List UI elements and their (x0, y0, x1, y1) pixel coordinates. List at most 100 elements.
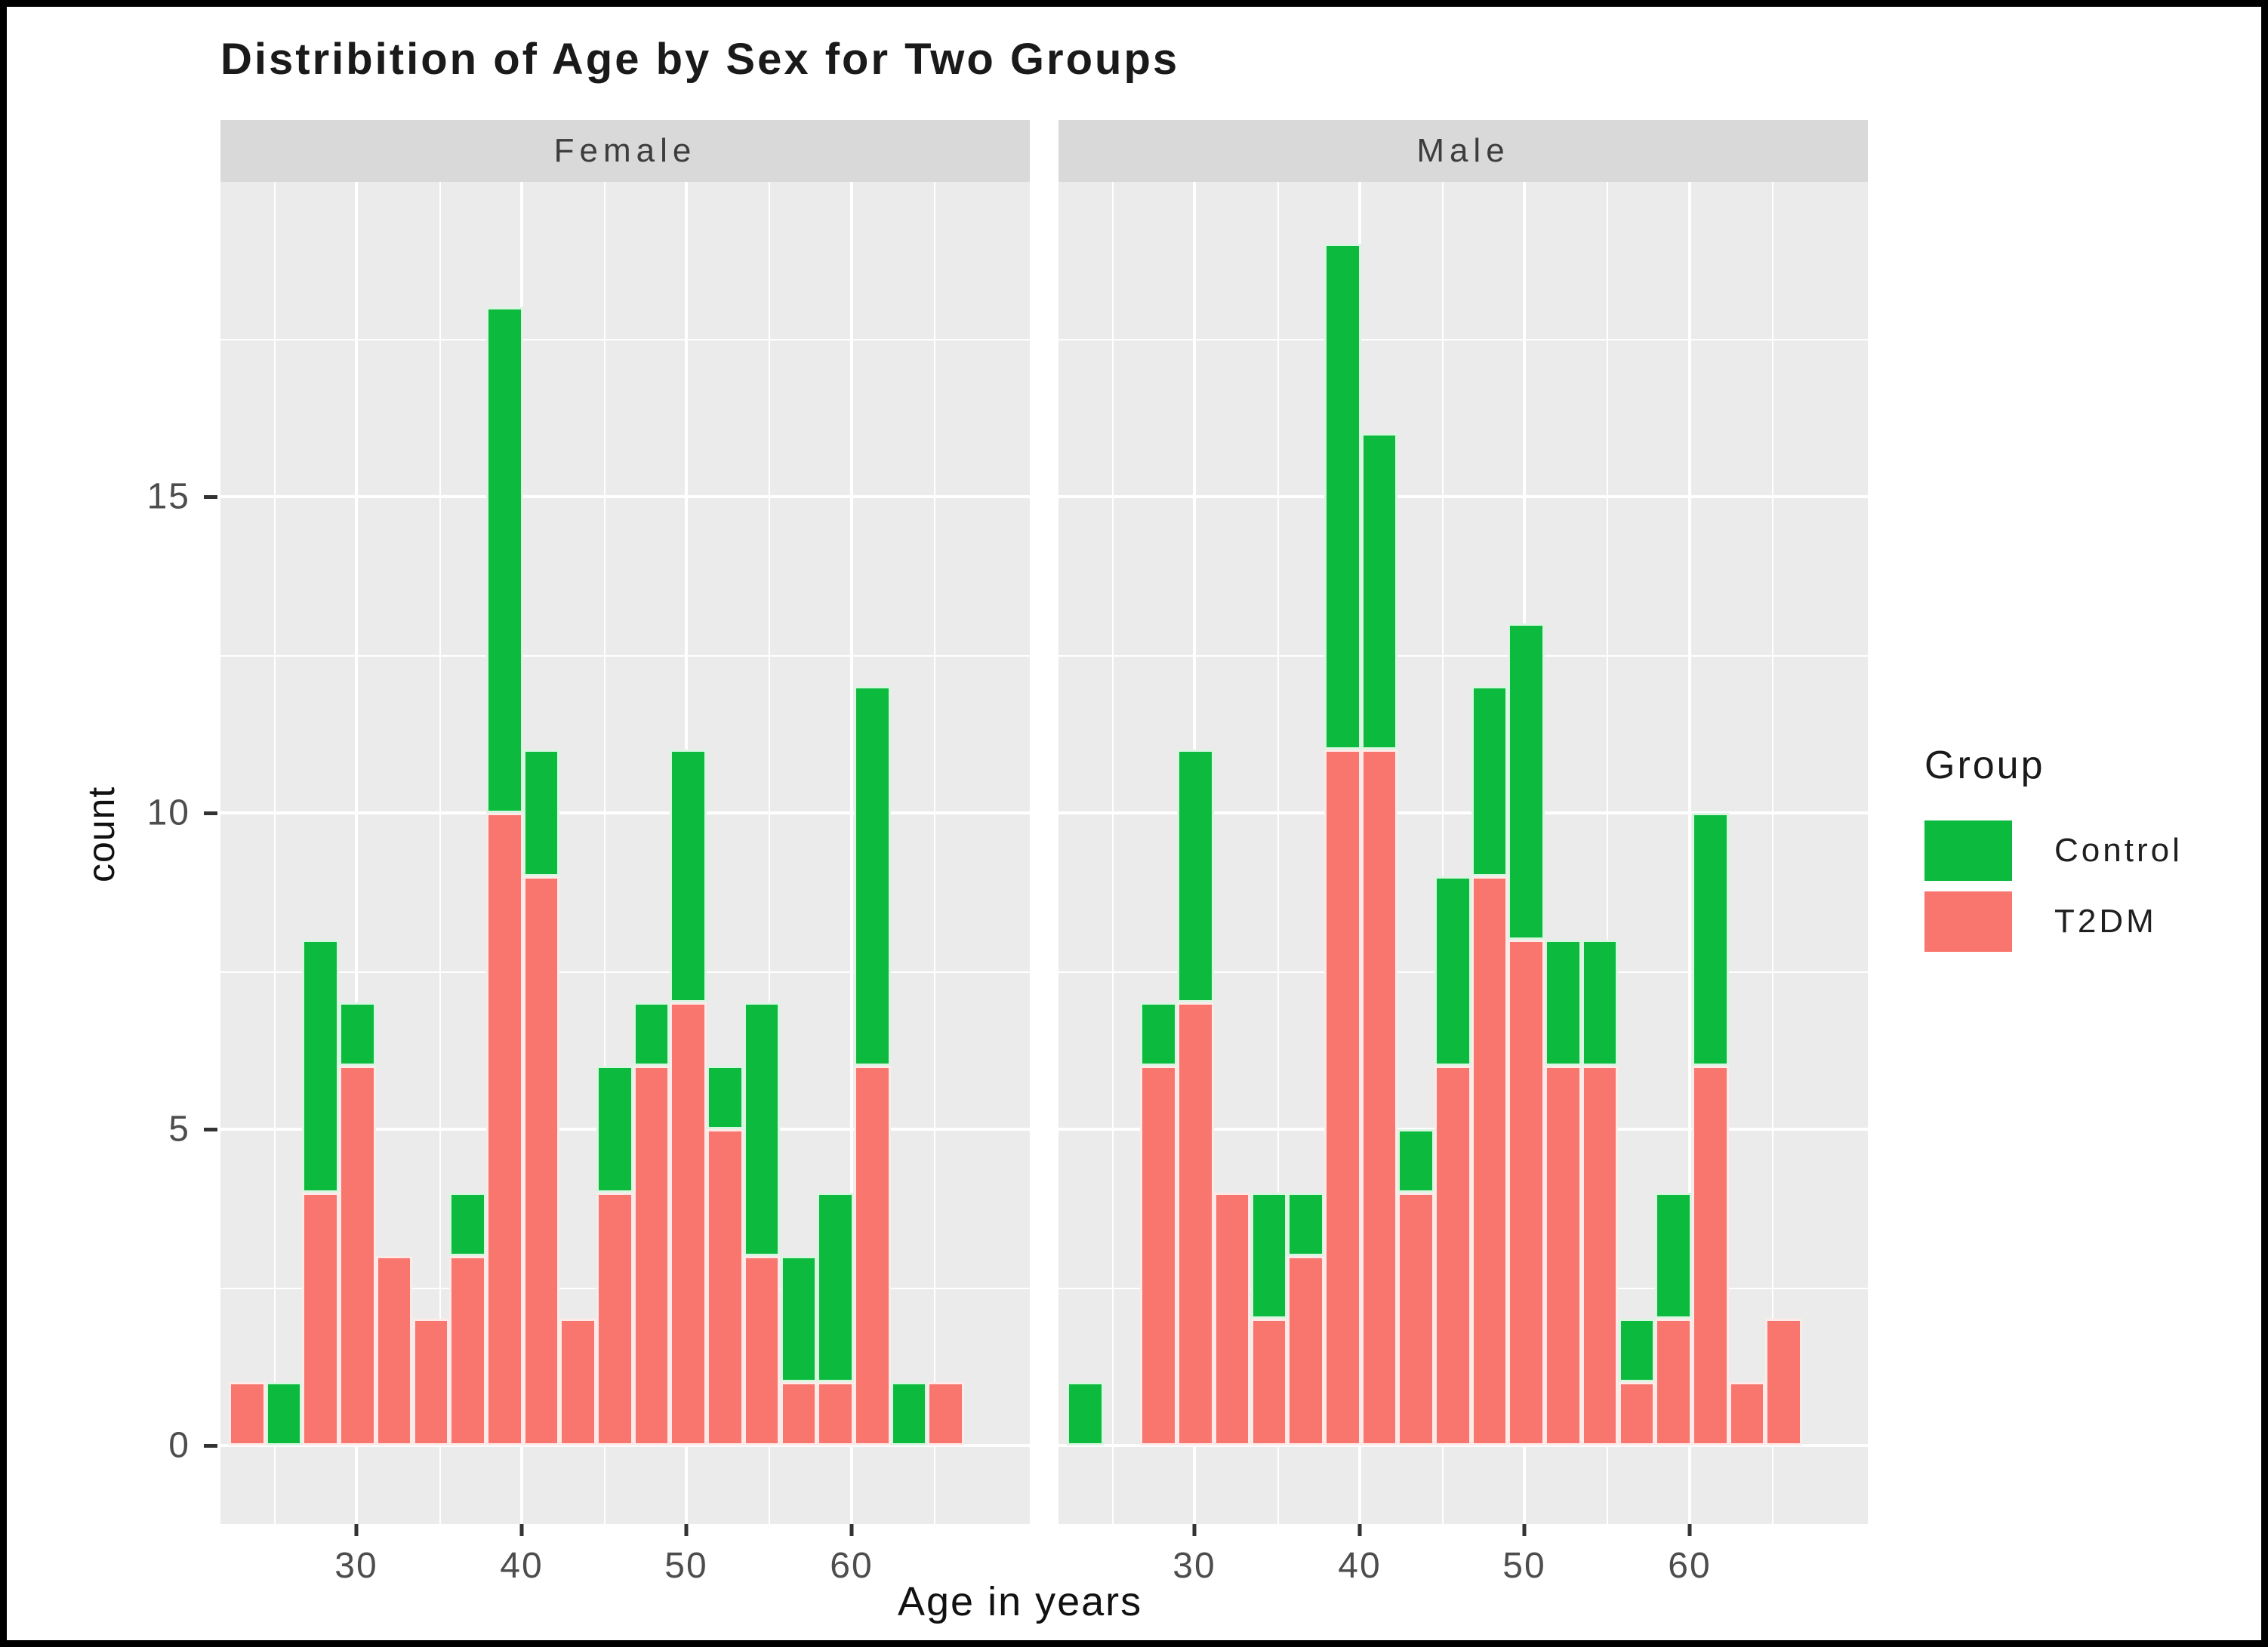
chart-title: Distribition of Age by Sex for Two Group… (220, 35, 1180, 84)
histogram-bar (743, 1002, 781, 1445)
x-axis-tick-label: 30 (334, 1546, 378, 1586)
bar-segment-control (1655, 1192, 1692, 1319)
x-axis-tick-label: 60 (830, 1546, 874, 1586)
histogram-bar (1508, 623, 1545, 1445)
x-axis-tick-mark (1687, 1524, 1692, 1536)
x-axis-tick-mark (849, 1524, 854, 1536)
bar-segment-control (265, 1382, 303, 1445)
bar-segment-t2dm (1250, 1319, 1288, 1445)
gridline-major-v (355, 182, 358, 1524)
y-axis-tick-mark (204, 811, 217, 815)
bar-segment-control (780, 1255, 818, 1383)
bar-segment-t2dm (375, 1255, 413, 1445)
legend-title: Group (1924, 743, 2045, 787)
bar-segment-t2dm (633, 1066, 670, 1445)
x-axis-tick-mark (1357, 1524, 1362, 1536)
gridline-minor-v (1607, 182, 1608, 1524)
bar-segment-control (1471, 686, 1508, 876)
histogram-bar (339, 1002, 376, 1445)
bar-segment-t2dm (1691, 1066, 1729, 1445)
histogram-bar (1250, 1192, 1288, 1445)
bar-segment-control (743, 1002, 781, 1256)
histogram-bar (707, 1066, 744, 1445)
y-axis-tick-label: 0 (168, 1425, 190, 1466)
bar-segment-t2dm (485, 813, 523, 1445)
gridline-major-h (1059, 495, 1868, 498)
histogram-bar (1067, 1382, 1104, 1445)
gridline-major-v (850, 182, 853, 1524)
bar-segment-t2dm (670, 1002, 707, 1445)
histogram-bar (1287, 1192, 1324, 1445)
histogram-bar (1324, 243, 1361, 1445)
bar-segment-control (485, 306, 523, 813)
bar-segment-t2dm (927, 1382, 964, 1445)
histogram-bar (1581, 939, 1619, 1445)
bar-segment-t2dm (1397, 1192, 1434, 1445)
x-axis-title: Age in years (898, 1579, 1143, 1624)
gridline-minor-h (1059, 654, 1868, 657)
facet-strip-label: Male (1416, 132, 1510, 169)
legend-swatch (1924, 820, 2012, 881)
y-axis-tick-label: 15 (146, 476, 190, 517)
legend-label: T2DM (2054, 903, 2157, 940)
histogram-bar (1397, 1129, 1434, 1445)
bar-segment-control (707, 1066, 744, 1129)
histogram-bar (780, 1255, 818, 1445)
gridline-major-h (220, 811, 1030, 814)
bar-segment-control (1691, 813, 1729, 1067)
histogram-bar (817, 1192, 854, 1445)
bar-segment-t2dm (1618, 1382, 1656, 1445)
bar-segment-control (853, 686, 891, 1067)
facet-strip-male: Male (1059, 120, 1868, 182)
legend-items: Control T2DM (1924, 820, 2261, 953)
x-axis-tick-label: 40 (500, 1546, 544, 1586)
bar-segment-control (890, 1382, 928, 1445)
bar-segment-t2dm (817, 1382, 854, 1445)
gridline-major-h (1059, 1444, 1868, 1447)
bar-segment-t2dm (853, 1066, 891, 1445)
x-axis-tick-label: 50 (1502, 1546, 1546, 1586)
bar-segment-t2dm (743, 1255, 781, 1445)
bar-segment-control (1177, 750, 1214, 1003)
bar-segment-t2dm (1434, 1066, 1471, 1445)
bar-segment-t2dm (1360, 750, 1398, 1445)
legend: Group Control T2DM (1924, 743, 2261, 962)
histogram-bar (1434, 876, 1471, 1445)
bar-segment-t2dm (707, 1129, 744, 1445)
bar-segment-t2dm (1287, 1255, 1324, 1445)
gridline-minor-v (1442, 182, 1444, 1524)
plot-panel-male (1059, 182, 1868, 1524)
x-axis-tick-mark (684, 1524, 689, 1536)
histogram-bar (1728, 1382, 1766, 1445)
bar-segment-control (339, 1002, 376, 1067)
bar-segment-t2dm (229, 1382, 266, 1445)
x-axis-tick-mark (1522, 1524, 1527, 1536)
bar-segment-t2dm (1177, 1002, 1214, 1445)
gridline-minor-h (1059, 338, 1868, 340)
bar-segment-control (596, 1066, 633, 1193)
y-axis-tick-mark (204, 1444, 217, 1448)
histogram-bar (412, 1319, 450, 1445)
bar-segment-control (449, 1192, 486, 1256)
bar-segment-t2dm (1581, 1066, 1619, 1445)
histogram-bar (265, 1382, 303, 1445)
gridline-minor-v (934, 182, 935, 1524)
bar-segment-control (1581, 939, 1619, 1067)
gridline-minor-v (274, 182, 276, 1524)
bar-segment-control (817, 1192, 854, 1383)
gridline-minor-v (1772, 182, 1773, 1524)
bar-segment-control (1508, 623, 1545, 940)
x-axis-tick-mark (354, 1524, 359, 1536)
histogram-bar (449, 1192, 486, 1445)
histogram-bar (1360, 433, 1398, 1445)
bar-segment-t2dm (1765, 1319, 1802, 1445)
bar-segment-control (1397, 1129, 1434, 1193)
histogram-bar (1765, 1319, 1802, 1445)
gridline-major-h (220, 1444, 1030, 1447)
legend-label: Control (2054, 832, 2183, 869)
gridline-minor-h (220, 971, 1030, 973)
y-axis-tick-mark (204, 495, 217, 499)
x-axis-tick-label: 40 (1338, 1546, 1382, 1586)
legend-swatch (1924, 891, 2012, 952)
